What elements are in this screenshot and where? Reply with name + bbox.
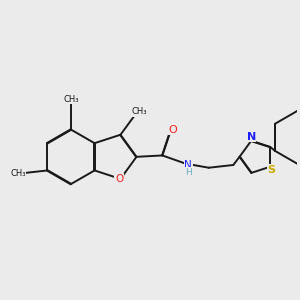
Text: N: N xyxy=(247,132,256,142)
Text: CH₃: CH₃ xyxy=(63,94,79,103)
Text: CH₃: CH₃ xyxy=(132,107,147,116)
Text: S: S xyxy=(268,165,275,175)
Text: O: O xyxy=(168,124,177,135)
Text: N: N xyxy=(184,160,192,170)
Text: O: O xyxy=(115,174,123,184)
Text: CH₃: CH₃ xyxy=(10,169,26,178)
Text: H: H xyxy=(185,168,192,177)
